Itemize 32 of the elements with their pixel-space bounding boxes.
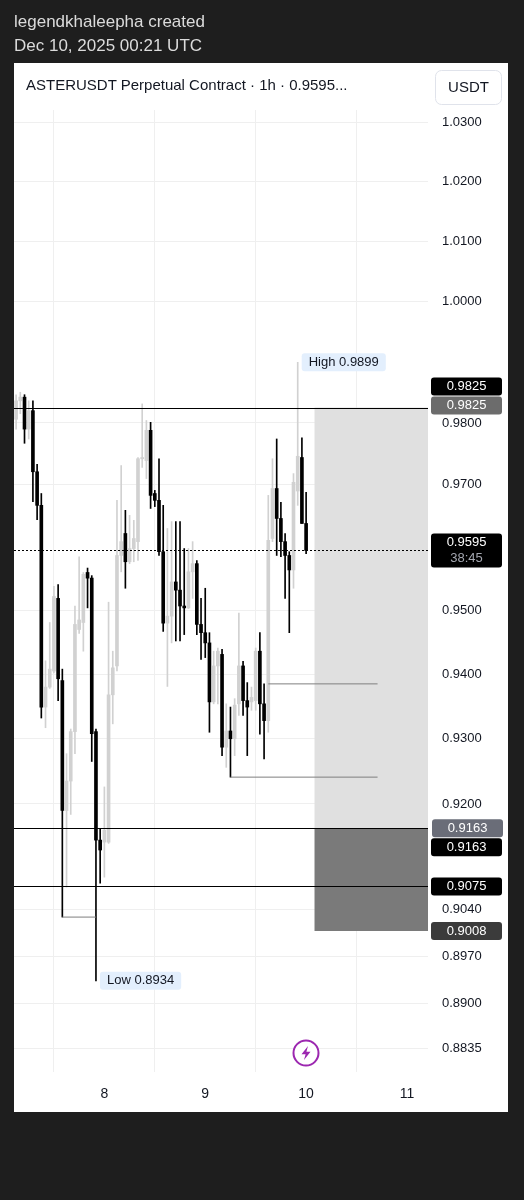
ref-line-label: 0.9163 — [446, 838, 487, 854]
y-tick-label: 1.0000 — [442, 292, 482, 308]
ref-line-label: 0.9595 38:45 — [446, 534, 487, 566]
y-axis-title: USDT — [448, 78, 489, 96]
band-label: 0.9008 — [446, 922, 487, 938]
x-tick-label: 9 — [201, 1085, 210, 1102]
y-tick-label: 0.9200 — [442, 795, 482, 811]
y-tick-label: 1.0200 — [442, 173, 482, 189]
annotation: High 0.9899 — [308, 353, 379, 369]
x-tick-label: 8 — [100, 1085, 109, 1102]
candlestick — [203, 587, 208, 658]
y-tick-label: 0.9400 — [442, 665, 482, 681]
y-tick-label: 0.9500 — [442, 602, 482, 618]
y-tick-label: 1.0100 — [442, 232, 482, 248]
y-tick-label: 0.8900 — [442, 995, 482, 1011]
band-label: 0.9825 — [446, 397, 487, 413]
y-tick-label: 0.8970 — [442, 948, 482, 964]
chart-title: ASTERUSDT Perpetual Contract · 1h · 0.9595... — [26, 76, 348, 94]
y-tick-label: 0.9040 — [442, 901, 482, 917]
annotation: Low 0.8934 — [106, 972, 175, 988]
y-tick-label: 0.9800 — [442, 414, 482, 430]
y-tick-label: 1.0300 — [442, 114, 482, 130]
text: legendkhaleepha created — [14, 11, 205, 33]
y-tick-label: 0.9700 — [442, 476, 482, 492]
x-tick-label: 11 — [399, 1085, 415, 1102]
y-tick-label: 0.9300 — [442, 730, 482, 746]
x-tick-label: 10 — [298, 1085, 315, 1102]
y-tick-label: 0.8835 — [442, 1039, 482, 1055]
annotation: 0.9163 — [447, 819, 488, 835]
ref-line-label: 0.9075 — [446, 878, 487, 894]
text: Dec 10, 2025 00:21 UTC — [14, 35, 203, 57]
ref-line-label: 0.9825 — [446, 378, 487, 394]
